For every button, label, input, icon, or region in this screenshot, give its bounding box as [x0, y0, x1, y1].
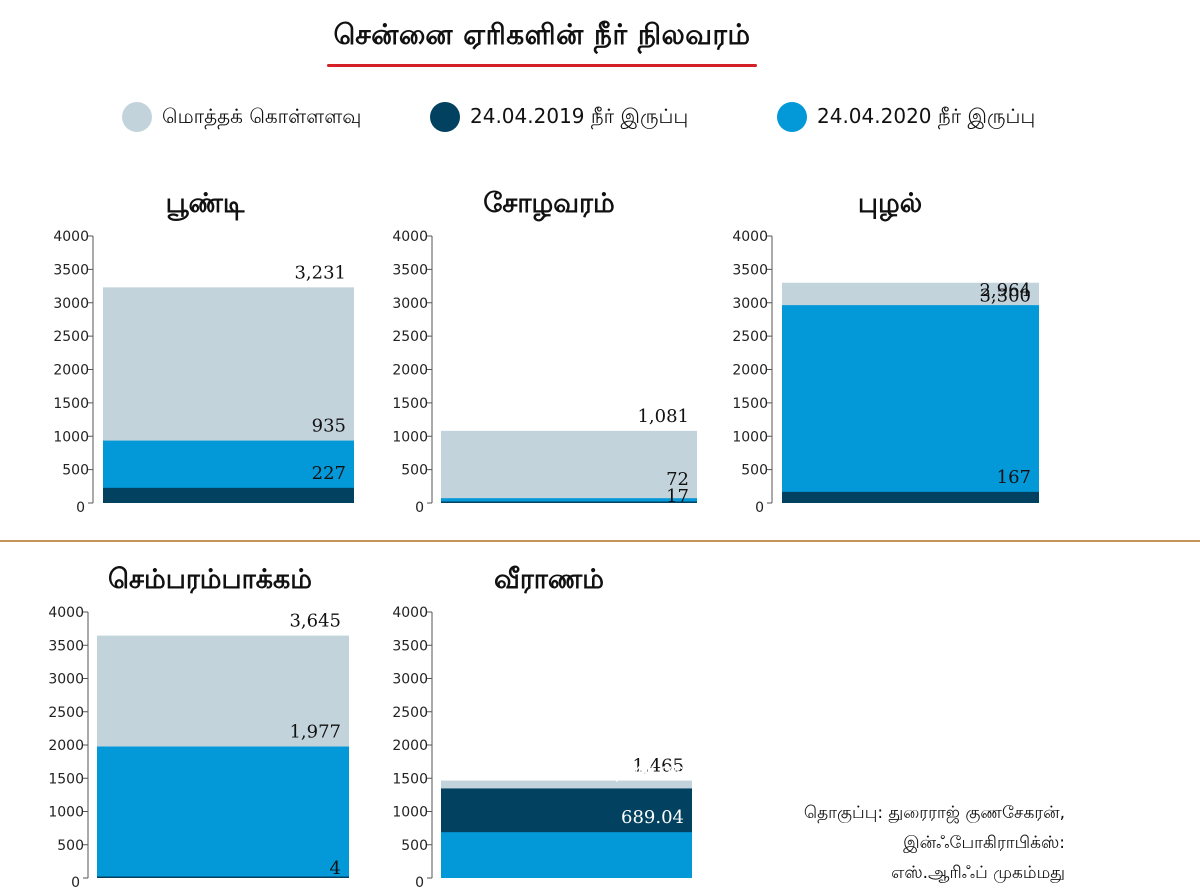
legend-swatch-2020 [777, 102, 807, 132]
bar-segment [97, 746, 349, 878]
y-tick-label: 500 [57, 838, 84, 854]
y-tick-label: 2500 [48, 705, 84, 721]
y-tick-label: 2000 [48, 738, 84, 754]
y-tick-label: 3500 [53, 262, 89, 278]
legend-item-2020: 24.04.2020 நீர் இருப்பு [777, 100, 1035, 134]
data-label: 72 [666, 469, 689, 490]
chart-title-1: பூண்டி [166, 188, 245, 222]
legend-label-2020: 24.04.2020 நீர் இருப்பு [817, 103, 1036, 128]
credit-block: தொகுப்பு: துரைராஜ் குணசேகரன், இன்ஃபோகிரா… [735, 798, 1065, 888]
y-tick-label: 4000 [392, 229, 428, 245]
y-tick-label: 3000 [53, 296, 89, 312]
y-tick-label: 2000 [392, 738, 428, 754]
data-label: 3,300 [979, 286, 1031, 307]
bar-segment [103, 487, 354, 503]
y-tick-label: 3000 [392, 672, 428, 688]
y-tick-label: 3000 [392, 296, 428, 312]
y-tick-label: 500 [401, 463, 428, 479]
y-tick-label: 3000 [732, 296, 768, 312]
y-tick-label: 4000 [48, 605, 84, 621]
legend-swatch-2019 [430, 102, 460, 132]
y-tick-label: 3500 [48, 638, 84, 654]
section-divider [0, 540, 1200, 542]
legend-item-2019: 24.04.2019 நீர் இருப்பு [430, 100, 688, 134]
data-label: 167 [997, 467, 1031, 488]
legend-label-capacity: மொத்தக் கொள்ளளவு [162, 103, 362, 128]
chart-title-5: வீராணம் [494, 564, 604, 595]
y-tick-label: 500 [741, 463, 768, 479]
bar-segment [441, 832, 692, 878]
y-tick-label: 1000 [53, 429, 89, 445]
y-tick-label: 2500 [392, 329, 428, 345]
y-tick-label: 0 [71, 875, 80, 888]
legend-item-capacity: மொத்தக் கொள்ளளவு [122, 100, 361, 134]
y-tick-label: 4000 [53, 229, 89, 245]
bar-segment [441, 498, 697, 503]
y-tick-label: 1500 [53, 396, 89, 412]
chart-main-title: சென்னை ஏரிகளின் நீர் நிலவரம் [333, 18, 751, 51]
y-tick-label: 1500 [392, 771, 428, 787]
data-label: 689.04 [621, 807, 684, 828]
data-label: 1,346.76 [604, 763, 684, 784]
y-tick-label: 2500 [53, 329, 89, 345]
y-tick-label: 1000 [48, 805, 84, 821]
y-tick-label: 1500 [392, 396, 428, 412]
bar-segment [441, 501, 697, 503]
y-tick-label: 0 [415, 500, 424, 516]
data-label: 1,977 [289, 722, 341, 743]
y-tick-label: 3000 [48, 672, 84, 688]
y-tick-label: 3500 [732, 262, 768, 278]
y-tick-label: 1000 [392, 429, 428, 445]
bar-segment [782, 491, 1039, 503]
legend-swatch-capacity [122, 102, 152, 132]
y-tick-label: 1500 [48, 771, 84, 787]
credit-line-infographics: இன்ஃபோகிராபிக்ஸ்: [903, 833, 1065, 853]
bar-segment [97, 876, 349, 878]
y-tick-label: 1500 [732, 396, 768, 412]
credit-line-compiled: தொகுப்பு: துரைராஜ் குணசேகரன், [803, 803, 1065, 823]
data-label: 17 [666, 486, 689, 507]
y-tick-label: 1000 [392, 805, 428, 821]
y-tick-label: 4000 [732, 229, 768, 245]
data-label: 1,081 [637, 406, 689, 427]
chart-title-4: செம்பரம்பாக்கம் [108, 564, 312, 595]
y-tick-label: 3500 [392, 262, 428, 278]
data-label: 227 [312, 463, 346, 484]
data-label: 2,964 [979, 280, 1031, 301]
data-label: 3,645 [289, 611, 341, 632]
y-tick-label: 2500 [732, 329, 768, 345]
credit-line-author: எஸ்.ஆரிஃப் முகம்மது [891, 863, 1065, 883]
y-tick-label: 0 [755, 500, 764, 516]
data-label: 3,231 [294, 262, 346, 283]
y-tick-label: 3500 [392, 638, 428, 654]
y-tick-label: 2000 [732, 363, 768, 379]
legend-label-2019: 24.04.2019 நீர் இருப்பு [470, 103, 689, 128]
y-tick-label: 500 [401, 838, 428, 854]
data-label: 935 [312, 416, 346, 437]
y-tick-label: 2500 [392, 705, 428, 721]
y-tick-label: 0 [415, 875, 424, 888]
data-label: 1,465 [632, 756, 684, 777]
chart-title-2: சோழவரம் [483, 188, 614, 222]
title-underline [327, 64, 757, 67]
chart-title-3: புழல் [858, 188, 922, 222]
y-tick-label: 2000 [392, 363, 428, 379]
y-tick-label: 0 [76, 500, 85, 516]
y-tick-label: 1000 [732, 429, 768, 445]
bar-segment [782, 305, 1039, 503]
y-tick-label: 2000 [53, 363, 89, 379]
bar-segment [441, 430, 697, 503]
y-tick-label: 4000 [392, 605, 428, 621]
y-tick-label: 500 [62, 463, 89, 479]
data-label: 4 [330, 858, 341, 879]
